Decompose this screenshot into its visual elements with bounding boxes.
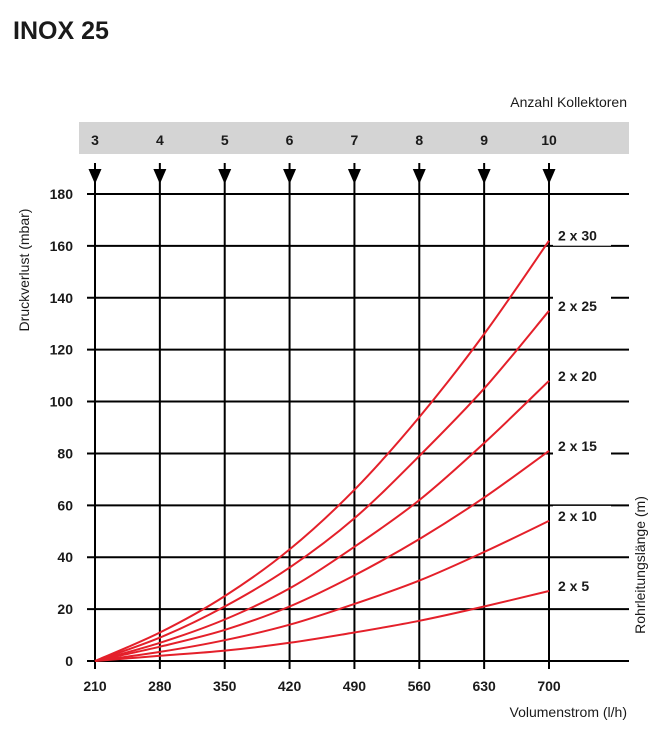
top-axis: 3 4 5 6 7 8 9 10 (88, 132, 557, 184)
top-axis-label: Anzahl Kollektoren (510, 94, 627, 110)
x-tick-label: 630 (472, 678, 496, 694)
y-axis-label: Druckverlust (mbar) (16, 209, 32, 332)
y-tick-label: 80 (57, 445, 73, 461)
series-label: 2 x 30 (558, 228, 597, 244)
down-arrow-icon (477, 169, 491, 184)
series-label-bg (553, 225, 611, 246)
x-tick-label: 560 (408, 678, 432, 694)
y-tick-label: 120 (50, 342, 74, 358)
top-tick-label: 6 (286, 132, 294, 148)
y-tick-label: 40 (57, 549, 73, 565)
top-tick-label: 9 (480, 132, 488, 148)
x-tick-label: 700 (537, 678, 561, 694)
x-tick-label: 210 (83, 678, 107, 694)
top-tick-label: 3 (91, 132, 99, 148)
series-label-bg (553, 365, 611, 386)
series-label: 2 x 25 (558, 298, 597, 314)
series-label-bg (553, 435, 611, 456)
series-line (94, 310, 550, 662)
top-tick-label: 7 (351, 132, 359, 148)
x-axis-label: Volumenstrom (l/h) (510, 704, 627, 720)
series-label-bg (553, 295, 611, 316)
y-tick-label: 100 (50, 394, 74, 410)
x-tick-label: 490 (343, 678, 367, 694)
y-tick-label: 180 (50, 186, 74, 202)
y-tick-label: 60 (57, 497, 73, 513)
series-label: 2 x 5 (558, 578, 589, 594)
down-arrow-icon (88, 169, 102, 184)
y-tick-label: 20 (57, 601, 73, 617)
down-arrow-icon (347, 169, 361, 184)
top-tick-label: 4 (156, 132, 164, 148)
series-line (94, 450, 550, 662)
down-arrow-icon (412, 169, 426, 184)
x-tick-label: 280 (148, 678, 172, 694)
series-label-bg (553, 575, 611, 596)
top-axis-band (79, 122, 629, 154)
down-arrow-icon (153, 169, 167, 184)
chart-title: INOX 25 (13, 17, 109, 45)
right-axis-label: Rohrleitungslänge (m) (632, 496, 648, 634)
series-line (94, 240, 550, 662)
down-arrow-icon (283, 169, 297, 184)
series-label: 2 x 10 (558, 508, 597, 524)
series-lines: 2 x 30 2 x 25 2 x 20 2 x 15 2 x 10 2 x 5 (94, 225, 611, 662)
series-label: 2 x 20 (558, 368, 597, 384)
series-line (94, 590, 550, 662)
series-line (94, 380, 550, 662)
series-label: 2 x 15 (558, 438, 597, 454)
axes: 0 20 40 60 80 100 120 140 160 180 210 280 350 420 490 5… (50, 186, 561, 694)
y-tick-label: 160 (50, 238, 74, 254)
y-tick-label: 0 (65, 653, 73, 669)
x-tick-label: 420 (278, 678, 302, 694)
x-tick-label: 350 (213, 678, 237, 694)
series-label-bg (553, 505, 611, 526)
series-line (94, 519, 550, 662)
top-tick-label: 10 (541, 132, 557, 148)
top-tick-label: 5 (221, 132, 229, 148)
down-arrow-icon (542, 169, 556, 184)
grid (87, 163, 629, 669)
down-arrow-icon (218, 169, 232, 184)
y-tick-label: 140 (50, 290, 74, 306)
top-tick-label: 8 (415, 132, 423, 148)
